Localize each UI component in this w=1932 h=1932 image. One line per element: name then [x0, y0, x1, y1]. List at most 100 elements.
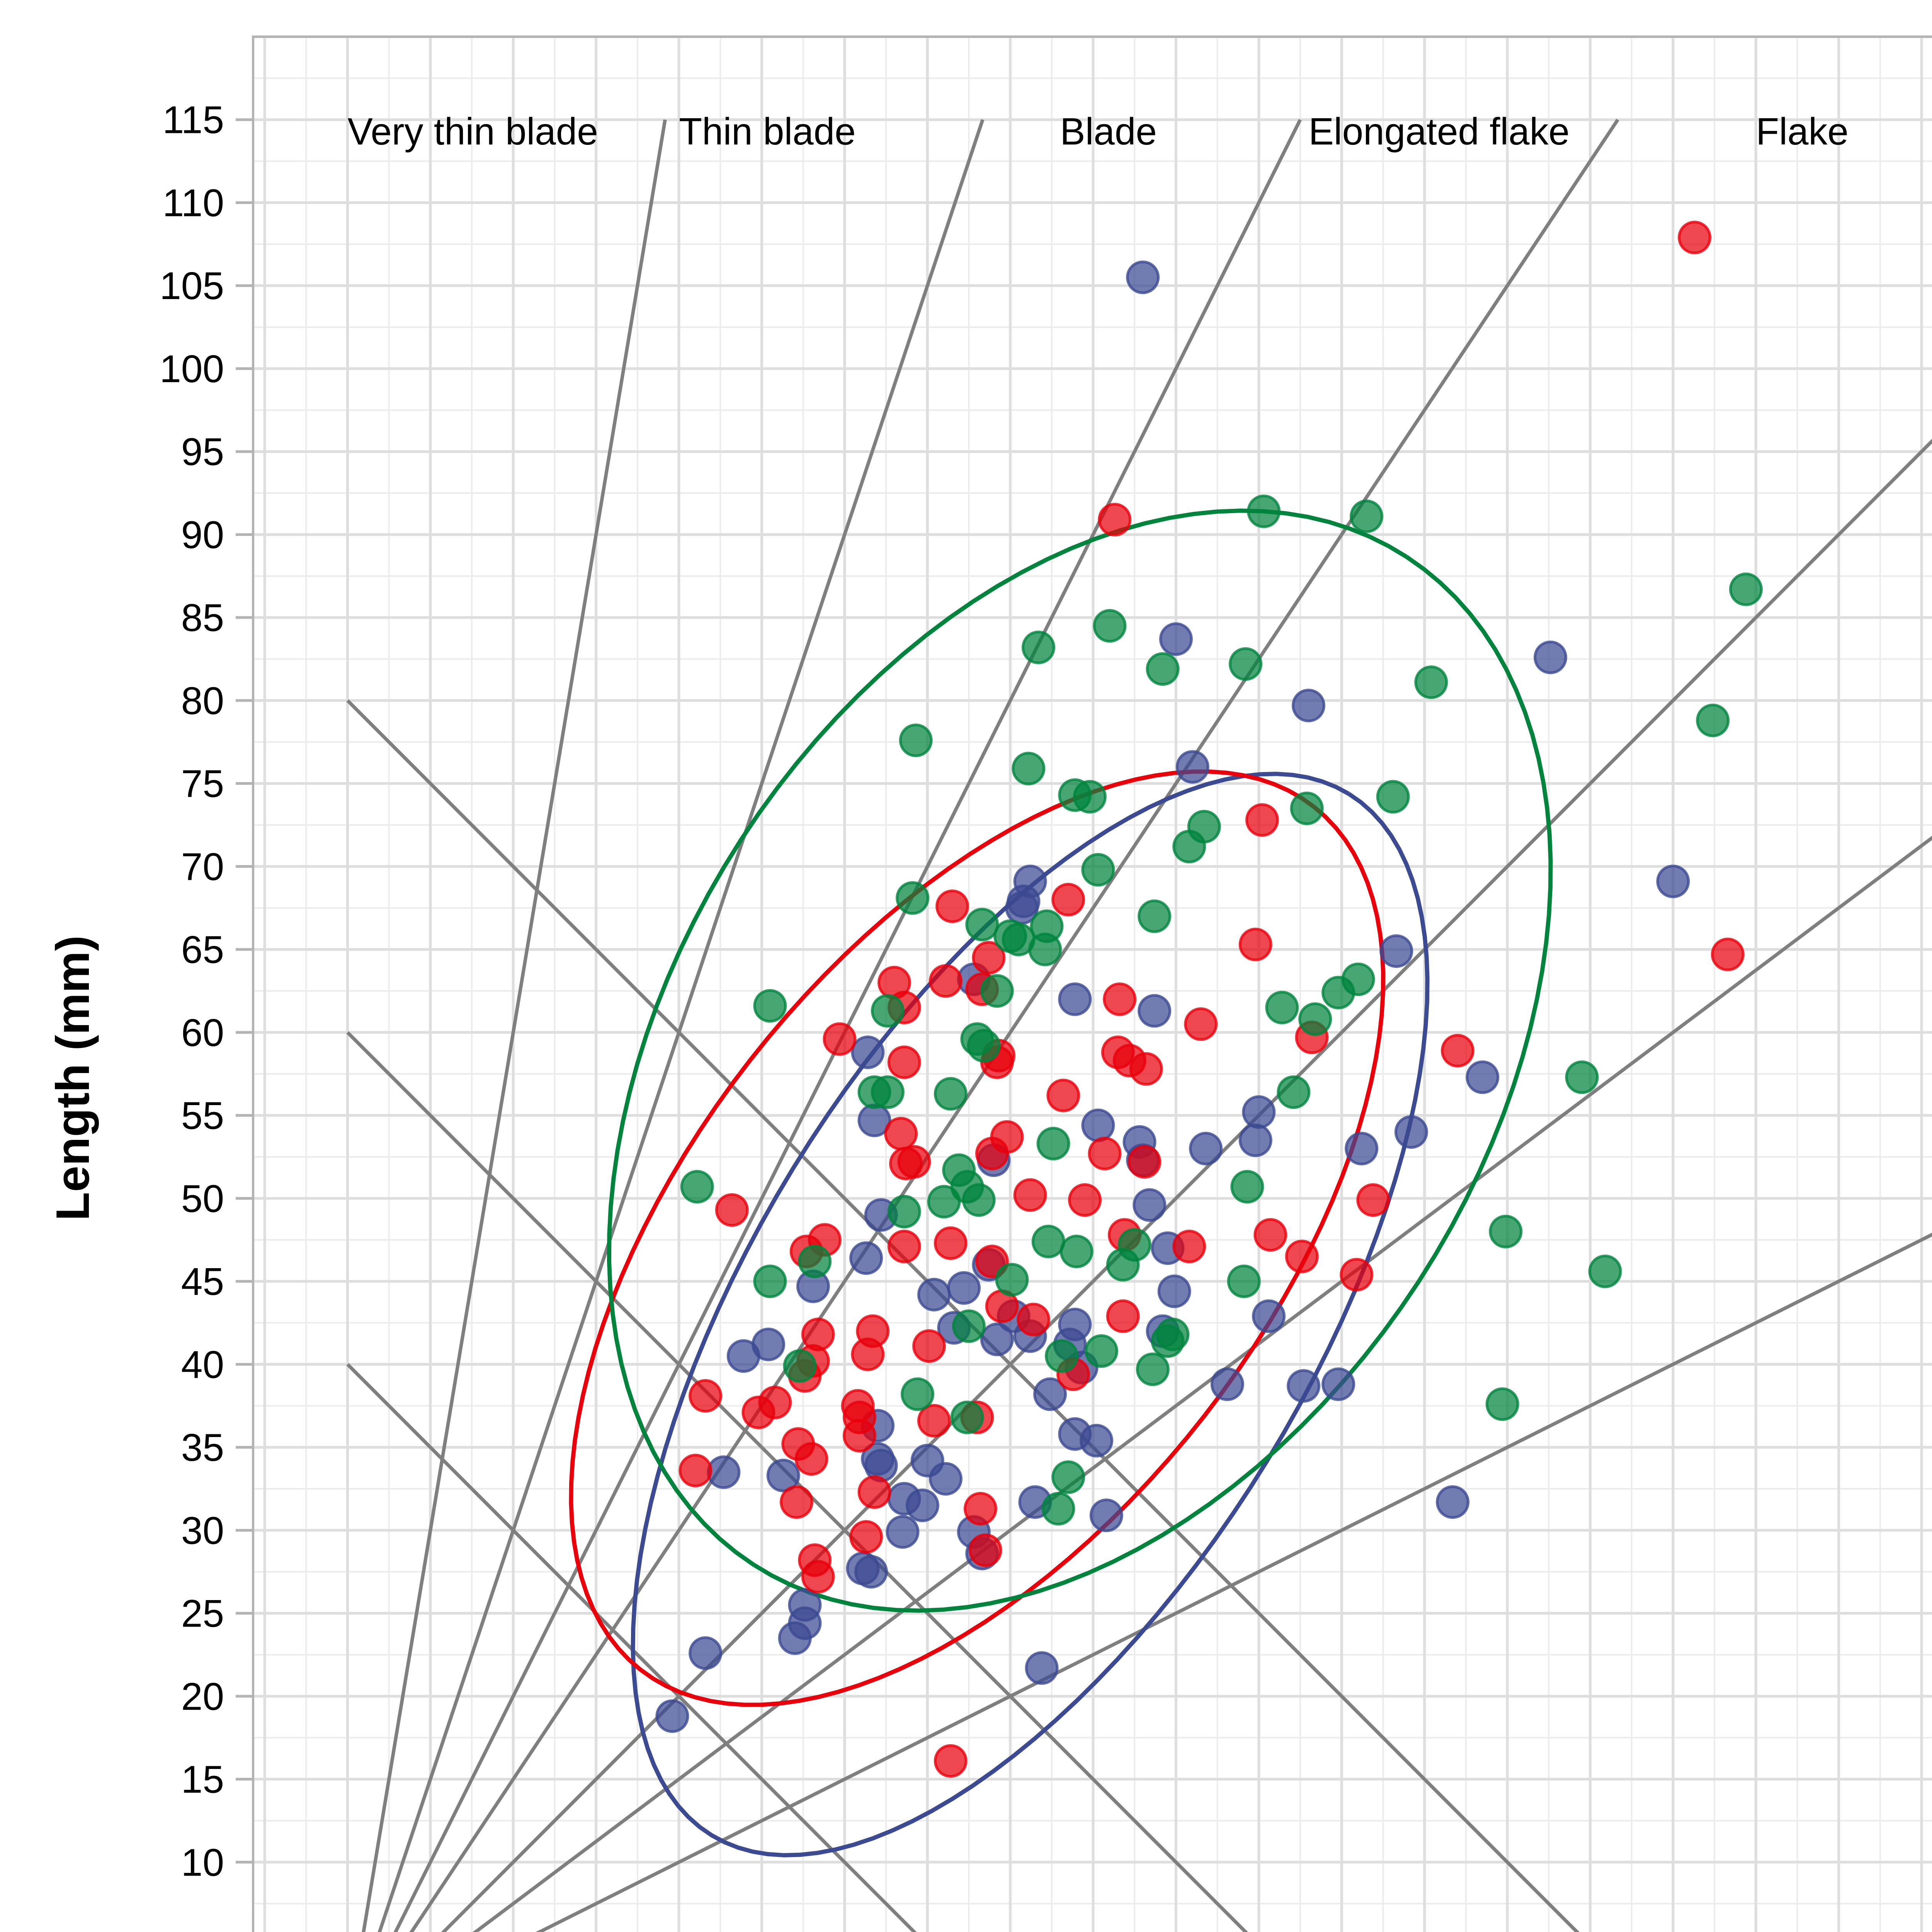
point-discoid — [1051, 883, 1085, 917]
point-hierarchical-discoid — [1084, 1334, 1118, 1368]
point-hierarchical-discoid — [1093, 609, 1127, 643]
point-discoid — [1103, 982, 1137, 1016]
point-hierarchical-discoid — [1298, 1002, 1332, 1036]
point-levallois — [1175, 750, 1209, 784]
point-discoid — [1068, 1183, 1102, 1217]
point-discoid — [1129, 1052, 1163, 1086]
point-hierarchical-discoid — [1073, 780, 1107, 814]
point-levallois — [1080, 1423, 1114, 1458]
point-discoid — [1106, 1299, 1140, 1333]
y-tick-label: 5 — [202, 1924, 224, 1932]
point-discoid — [887, 1045, 921, 1079]
point-hierarchical-discoid — [1172, 830, 1206, 864]
point-discoid — [1340, 1258, 1374, 1292]
point-discoid — [849, 1520, 883, 1554]
y-tick-label: 105 — [160, 264, 224, 308]
region-label: Thin blade — [679, 110, 856, 153]
y-tick-label: 60 — [181, 1011, 224, 1054]
region-label: Elongated flake — [1308, 110, 1570, 153]
point-hierarchical-discoid — [1696, 703, 1730, 737]
point-discoid — [1013, 1178, 1047, 1212]
point-levallois — [1189, 1132, 1223, 1166]
y-tick-label: 110 — [163, 181, 224, 224]
point-levallois — [766, 1459, 800, 1493]
point-discoid — [897, 1145, 931, 1179]
point-hierarchical-discoid — [1229, 647, 1263, 681]
point-discoid — [857, 1475, 891, 1509]
panel-border — [252, 36, 1932, 1932]
point-levallois — [854, 1555, 888, 1589]
annotations: Very thin blade Thin blade Blade Elongated … — [347, 110, 1849, 153]
point-discoid — [934, 1226, 968, 1260]
point-levallois — [778, 1621, 812, 1655]
point-levallois — [1238, 1123, 1272, 1157]
point-levallois — [1466, 1060, 1500, 1094]
point-hierarchical-discoid — [871, 994, 905, 1028]
y-tick-label: 95 — [181, 430, 224, 474]
y-tick-label: 40 — [181, 1343, 224, 1386]
point-hierarchical-discoid — [962, 1183, 996, 1217]
point-discoid — [1184, 1007, 1218, 1041]
y-tick-label: 50 — [181, 1177, 224, 1220]
point-hierarchical-discoid — [952, 1309, 986, 1343]
point-discoid — [1128, 1145, 1162, 1179]
point-hierarchical-discoid — [980, 974, 1014, 1008]
point-levallois — [1321, 1367, 1355, 1401]
point-discoid — [1253, 1218, 1287, 1252]
point-hierarchical-discoid — [1341, 962, 1375, 996]
point-levallois — [1058, 982, 1092, 1016]
region-label: Flake — [1756, 110, 1849, 153]
point-discoid — [1046, 1078, 1080, 1112]
point-discoid — [742, 1395, 776, 1429]
point-hierarchical-discoid — [1106, 1248, 1140, 1282]
y-tick-label: 15 — [181, 1758, 224, 1801]
point-levallois — [1345, 1132, 1379, 1166]
point-hierarchical-discoid — [1002, 922, 1036, 956]
point-hierarchical-discoid — [1489, 1214, 1523, 1248]
point-hierarchical-discoid — [1136, 1352, 1170, 1386]
y-tick-label: 65 — [181, 928, 224, 971]
point-levallois — [1379, 934, 1413, 968]
point-discoid — [1440, 1034, 1475, 1068]
y-tick-label: 80 — [181, 679, 224, 723]
point-hierarchical-discoid — [1485, 1387, 1519, 1421]
point-hierarchical-discoid — [1290, 791, 1324, 825]
point-levallois — [1157, 1274, 1191, 1308]
size-class-line — [346, 1031, 1248, 1932]
y-tick-label: 25 — [181, 1592, 224, 1635]
shape-ratio-line — [378, 119, 985, 1932]
point-levallois — [1025, 1651, 1059, 1685]
point-levallois — [1533, 640, 1567, 674]
point-hierarchical-discoid — [899, 723, 933, 757]
point-levallois — [1436, 1485, 1470, 1519]
point-levallois — [1291, 689, 1325, 723]
size-class-line — [346, 1363, 917, 1932]
y-tick-label: 20 — [181, 1675, 224, 1718]
point-discoid — [1711, 937, 1745, 971]
point-levallois — [1126, 260, 1160, 294]
point-hierarchical-discoid — [1565, 1060, 1599, 1094]
point-hierarchical-discoid — [1031, 1225, 1065, 1259]
point-hierarchical-discoid — [900, 1377, 934, 1411]
point-hierarchical-discoid — [680, 1170, 714, 1204]
point-discoid — [912, 1329, 946, 1363]
point-hierarchical-discoid — [1227, 1264, 1261, 1298]
region-label: Very thin blade — [347, 110, 598, 153]
y-tick-label: 85 — [181, 596, 224, 639]
point-discoid — [1285, 1240, 1319, 1274]
point-hierarchical-discoid — [1230, 1170, 1264, 1204]
point-hierarchical-discoid — [965, 908, 999, 942]
y-tick-label: 100 — [160, 347, 224, 391]
point-discoid — [1017, 1303, 1051, 1337]
point-discoid — [1678, 221, 1712, 255]
point-hierarchical-discoid — [798, 1245, 832, 1279]
point-hierarchical-discoid — [887, 1195, 921, 1229]
point-hierarchical-discoid — [1022, 630, 1056, 664]
point-levallois — [947, 1271, 981, 1305]
point-discoid — [1098, 503, 1132, 537]
point-hierarchical-discoid — [1045, 1339, 1079, 1373]
point-levallois — [886, 1515, 920, 1549]
point-discoid — [1088, 1136, 1122, 1170]
point-levallois — [707, 1455, 741, 1489]
point-levallois — [752, 1327, 786, 1361]
